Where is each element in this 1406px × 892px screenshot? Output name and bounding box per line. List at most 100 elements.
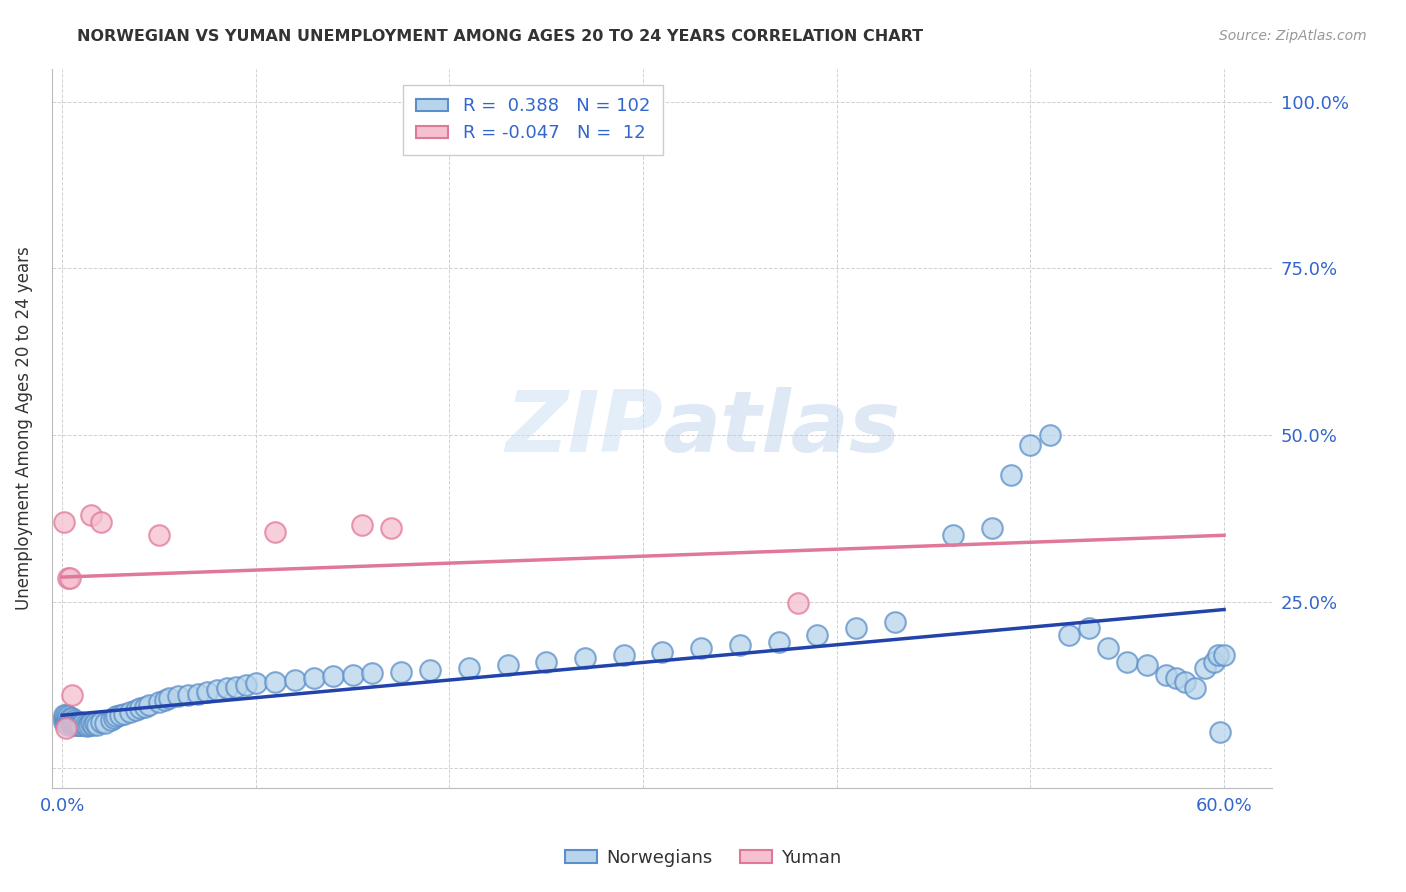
Point (128, 701, 150, 715)
Point (1019, 438, 1042, 452)
Point (361, 665, 384, 680)
Point (845, 621, 868, 635)
Point (53, 711, 76, 725)
Point (60, 718, 83, 732)
Point (138, 698, 160, 712)
Point (1206, 648, 1229, 662)
Point (1077, 621, 1099, 635)
Point (90, 515, 112, 529)
Point (55, 713, 77, 727)
Point (1154, 668, 1177, 682)
Point (82, 718, 104, 732)
Point (56, 714, 79, 729)
Point (1194, 661, 1216, 675)
Point (457, 661, 479, 675)
Point (75, 718, 97, 732)
Point (419, 663, 441, 677)
Point (60, 715, 83, 730)
Point (56, 709, 79, 723)
Point (883, 615, 905, 629)
Point (1209, 724, 1232, 739)
Point (167, 690, 190, 704)
Point (496, 657, 519, 672)
Point (55, 707, 77, 722)
Point (536, 655, 558, 669)
Point (100, 713, 122, 727)
Point (768, 634, 790, 648)
Point (56, 718, 79, 732)
Point (651, 645, 673, 659)
Point (806, 628, 828, 642)
Point (65, 715, 87, 730)
Point (90, 714, 112, 729)
Point (380, 521, 402, 535)
Point (1136, 657, 1159, 672)
Point (342, 668, 364, 682)
Point (65, 718, 87, 732)
Point (77, 718, 100, 732)
Point (245, 676, 267, 690)
Point (55, 721, 77, 735)
Point (55, 715, 77, 730)
Point (177, 688, 200, 702)
Point (112, 706, 135, 721)
Point (225, 680, 247, 694)
Point (1174, 674, 1197, 689)
Point (60, 714, 83, 729)
Text: NORWEGIAN VS YUMAN UNEMPLOYMENT AMONG AGES 20 TO 24 YEARS CORRELATION CHART: NORWEGIAN VS YUMAN UNEMPLOYMENT AMONG AG… (77, 29, 924, 45)
Point (56, 571, 79, 585)
Point (103, 711, 125, 725)
Point (56, 713, 79, 727)
Point (80, 508, 103, 522)
Point (1116, 655, 1139, 669)
Point (1097, 641, 1119, 656)
Point (283, 673, 305, 687)
Point (69, 718, 91, 732)
Point (148, 528, 170, 542)
Y-axis label: Unemployment Among Ages 20 to 24 years: Unemployment Among Ages 20 to 24 years (15, 246, 32, 610)
Point (302, 671, 325, 685)
Point (59, 715, 82, 730)
Point (322, 669, 344, 683)
Point (215, 681, 238, 696)
Point (59, 711, 82, 725)
Point (60, 711, 83, 725)
Point (389, 665, 412, 679)
Point (62, 715, 84, 730)
Point (60, 688, 83, 702)
Point (84, 715, 107, 730)
Point (65, 714, 87, 729)
Point (1057, 628, 1080, 642)
Point (93, 715, 115, 730)
Point (72, 715, 94, 730)
Point (53, 515, 76, 529)
Point (1039, 428, 1062, 442)
Point (1204, 655, 1226, 669)
Point (70, 718, 93, 732)
Point (62, 713, 84, 727)
Point (613, 648, 636, 662)
Point (134, 700, 156, 714)
Point (55, 711, 77, 725)
Point (59, 571, 82, 585)
Point (125, 703, 148, 717)
Legend: Norwegians, Yuman: Norwegians, Yuman (557, 842, 849, 874)
Legend: R =  0.388   N = 102, R = -0.047   N =  12: R = 0.388 N = 102, R = -0.047 N = 12 (404, 85, 662, 155)
Text: ZIP: ZIP (505, 387, 662, 470)
Point (70, 714, 93, 729)
Point (56, 711, 79, 725)
Point (195, 684, 218, 698)
Point (53, 707, 76, 722)
Point (1213, 648, 1236, 662)
Point (235, 678, 257, 692)
Text: atlas: atlas (662, 387, 901, 470)
Point (264, 524, 287, 539)
Point (690, 641, 713, 656)
Point (787, 596, 810, 610)
Point (110, 707, 132, 722)
Point (1164, 671, 1187, 685)
Point (118, 705, 141, 719)
Point (728, 638, 751, 652)
Point (1000, 468, 1022, 483)
Point (80, 715, 103, 730)
